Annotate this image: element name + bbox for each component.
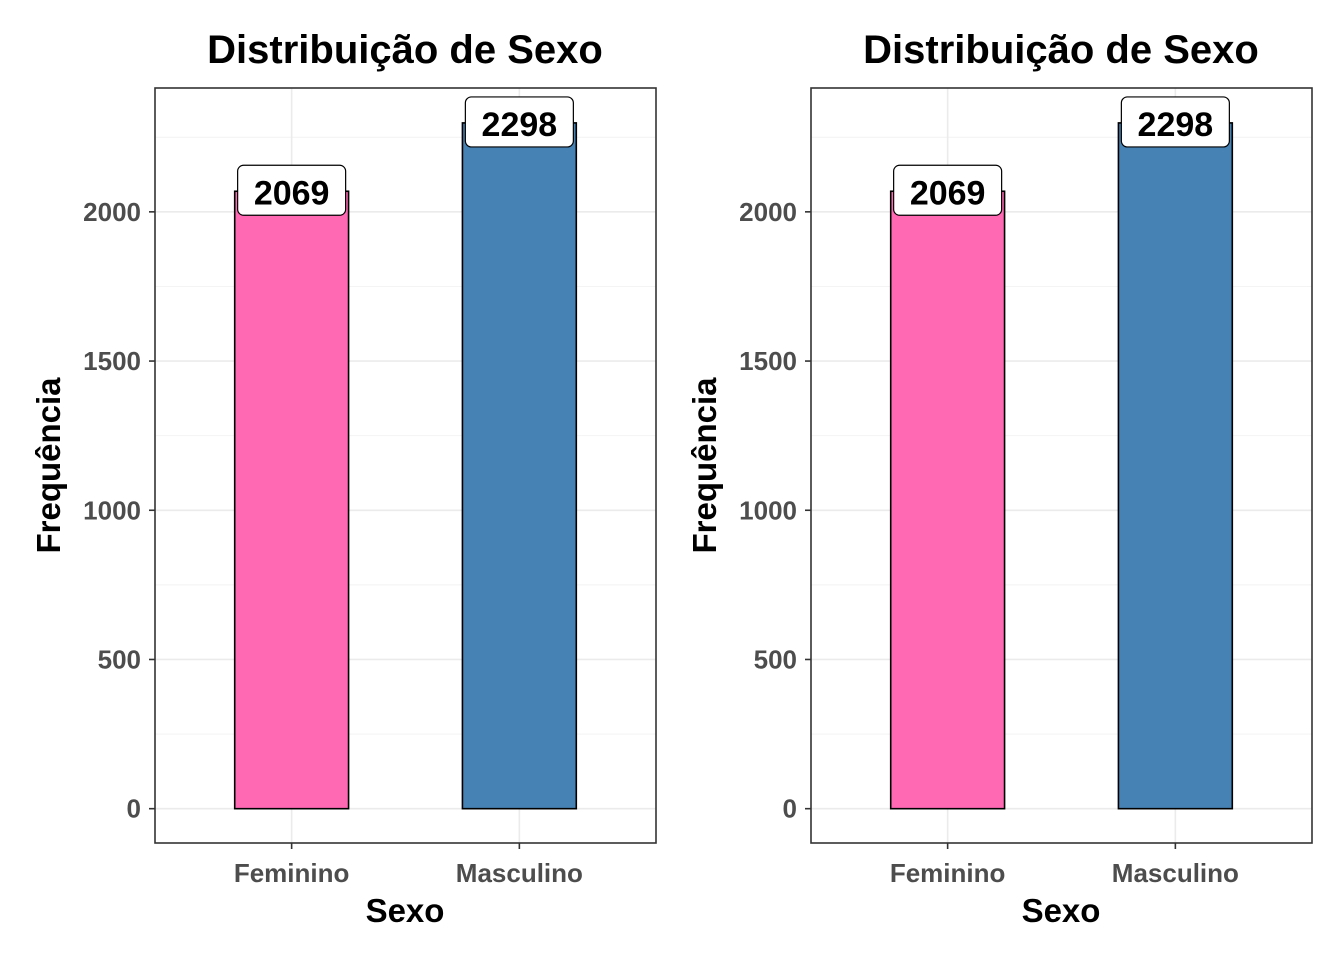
x-tick-label: Feminino: [234, 858, 350, 888]
value-label-box: [237, 164, 347, 216]
bar-feminino: [889, 190, 1006, 810]
x-tick-label: Masculino: [1112, 858, 1239, 888]
y-tick-label: 2000: [739, 197, 797, 227]
y-tick-label: 500: [754, 644, 797, 674]
chart-title: Distribuição de Sexo: [207, 28, 603, 72]
y-tick-label: 500: [98, 644, 141, 674]
y-tick-label: 0: [783, 794, 797, 824]
value-label-box: [893, 164, 1003, 216]
bar-masculino: [1117, 122, 1234, 810]
plot-background: [811, 88, 1312, 843]
value-label: 2298: [482, 106, 558, 144]
y-tick-label: 1500: [83, 346, 141, 376]
value-label-box: [1120, 96, 1230, 148]
value-label: 2069: [254, 174, 330, 212]
y-tick-label: 1000: [739, 495, 797, 525]
y-tick-label: 1500: [739, 346, 797, 376]
value-label: 2069: [910, 174, 986, 212]
bar-masculino: [461, 122, 578, 810]
chart-title: Distribuição de Sexo: [863, 28, 1259, 72]
value-label-box: [464, 96, 574, 148]
x-tick-label: Feminino: [890, 858, 1006, 888]
panel-border: [154, 87, 657, 844]
chart-panel-2: 2069 2298 0 500 1000 1500 2000 Feminino Masculin…: [686, 28, 1313, 929]
y-tick-label: 2000: [83, 197, 141, 227]
x-axis-title: Sexo: [1022, 892, 1101, 929]
y-axis-title: Frequência: [30, 377, 67, 554]
plot-background: [155, 88, 656, 843]
bar-feminino: [233, 190, 350, 810]
y-axis-title: Frequência: [686, 377, 723, 554]
chart-panel-1: 2069 2298 0 500 1000 1500 2000 Feminino Masculin…: [30, 28, 657, 929]
x-tick-label: Masculino: [456, 858, 583, 888]
panel-border: [810, 87, 1313, 844]
value-label: 2298: [1138, 106, 1214, 144]
y-tick-label: 1000: [83, 495, 141, 525]
x-axis-title: Sexo: [366, 892, 445, 929]
y-tick-label: 0: [127, 794, 141, 824]
